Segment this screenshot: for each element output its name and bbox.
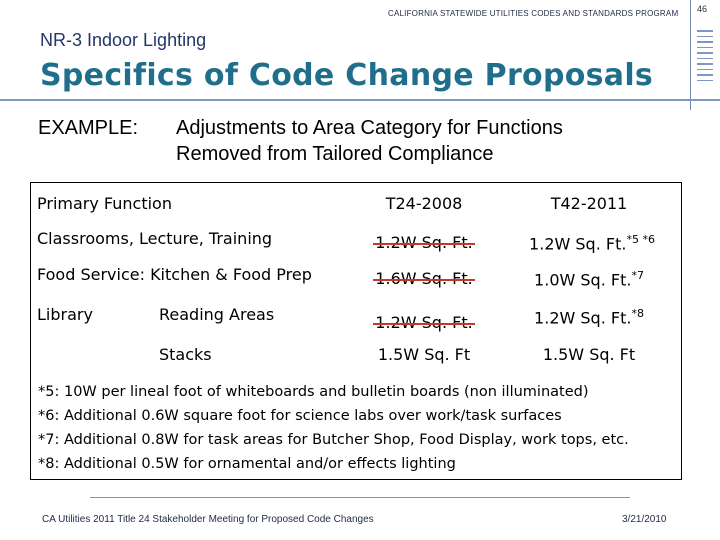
page-number: 46 (697, 4, 708, 14)
title-divider (0, 99, 720, 101)
page-title: Specifics of Code Change Proposals (40, 58, 654, 93)
example-label: EXAMPLE: (38, 117, 139, 139)
row-group-library: Library (37, 305, 93, 324)
footnote: *6: Additional 0.6W square foot for scie… (38, 408, 562, 424)
row-function: Reading Areas (159, 305, 275, 324)
row-function: Stacks (159, 345, 212, 364)
footer-date: 3/21/2010 (622, 514, 667, 525)
example-text-line2: Removed from Tailored Compliance (176, 143, 494, 165)
proposal-table: Primary Function T24-2008 T42-2011 Class… (30, 182, 682, 480)
decorative-lines (697, 30, 713, 90)
header-t42-2011: T42-2011 (550, 194, 628, 213)
row-old-value: 1.2W Sq. Ft. (373, 233, 476, 252)
row-old-value: 1.6W Sq. Ft. (373, 269, 476, 288)
row-new-value: 1.5W Sq. Ft (542, 345, 636, 364)
right-divider (690, 0, 691, 110)
header-primary-function: Primary Function (37, 194, 172, 213)
row-new-value: 1.0W Sq. Ft.*7 (534, 269, 644, 290)
section-subtitle: NR-3 Indoor Lighting (40, 30, 207, 50)
example-text-line1: Adjustments to Area Category for Functio… (176, 117, 563, 139)
row-new-value: 1.2W Sq. Ft.*5 *6 (529, 233, 655, 254)
footnote: *5: 10W per lineal foot of whiteboards a… (38, 384, 589, 400)
footnote: *8: Additional 0.5W for ornamental and/o… (38, 456, 456, 472)
row-new-value: 1.2W Sq. Ft.*8 (534, 307, 644, 328)
footer-meeting-title: CA Utilities 2011 Title 24 Stakeholder M… (42, 514, 374, 525)
row-old-value: 1.2W Sq. Ft. (373, 313, 476, 332)
header-t24-2008: T24-2008 (385, 194, 463, 213)
program-header: CALIFORNIA STATEWIDE UTILITIES CODES AND… (388, 9, 679, 18)
footnote: *7: Additional 0.8W for task areas for B… (38, 432, 629, 448)
row-function: Food Service: Kitchen & Food Prep (37, 265, 312, 284)
row-function: Classrooms, Lecture, Training (37, 229, 273, 248)
footer-divider (90, 497, 630, 498)
row-old-value: 1.5W Sq. Ft (377, 345, 471, 364)
